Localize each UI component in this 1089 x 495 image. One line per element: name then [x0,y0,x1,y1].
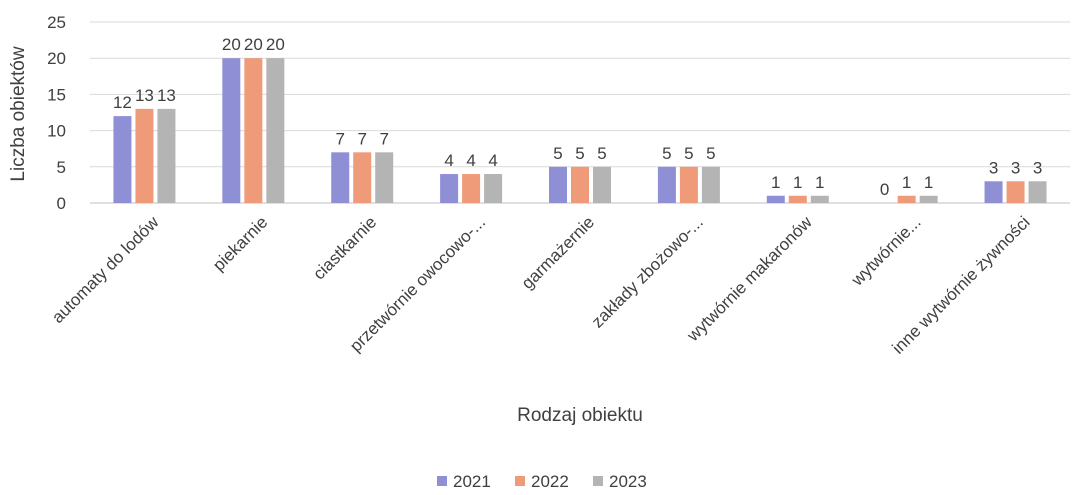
bar [701,166,720,203]
bar [549,166,567,203]
bar [897,195,916,203]
bar [919,195,938,203]
data-label: 5 [575,144,584,163]
data-label: 4 [466,151,475,170]
y-axis-title: Liczba obiektów [8,46,29,181]
bar [375,152,394,203]
data-label: 13 [135,86,154,105]
data-label: 5 [684,144,693,163]
data-label: 20 [222,35,241,54]
data-label: 1 [815,173,824,192]
bar [157,108,176,203]
data-label: 13 [157,86,176,105]
y-tick-label: 20 [47,49,66,68]
x-axis-title: Rodzaj obiektu [517,405,643,426]
data-label: 20 [244,35,263,54]
y-tick-label: 0 [57,194,66,213]
legend-label: 2022 [531,472,569,491]
data-label: 3 [989,158,998,177]
bar [810,195,829,203]
data-label: 3 [1011,158,1020,177]
data-label: 3 [1033,158,1042,177]
bar [1028,181,1047,203]
bar [135,108,154,203]
data-label: 1 [924,173,933,192]
bar [984,181,1003,203]
bars [113,58,1047,204]
bar [679,166,698,203]
legend-label: 2023 [609,472,647,491]
x-axis-category-labels: automaty do lodów piekarnie ciastkarnieprz… [48,212,1033,358]
x-category-label: wytwórnie makaronów [683,212,817,346]
x-category-label: wytwórnie... [847,213,925,291]
y-tick-label: 25 [47,13,66,32]
bar [593,166,611,203]
data-label: 4 [488,151,497,170]
bar [331,152,350,203]
data-label: 5 [662,144,671,163]
data-label: 20 [266,35,285,54]
data-label: 1 [902,173,911,192]
bar [657,166,676,203]
legend-swatch [437,476,447,486]
bar [788,195,807,203]
bar [222,58,241,204]
data-label: 7 [335,129,344,148]
bar [462,174,481,203]
data-label: 7 [379,129,388,148]
bar [571,166,589,203]
bar [244,58,263,204]
y-axis-ticks: 0 5 10 15 20 25 [47,13,66,213]
bar [484,174,503,203]
data-label: 0 [880,180,889,199]
data-label: 5 [597,144,606,163]
data-label: 5 [706,144,715,163]
bar [113,116,132,203]
data-label: 7 [357,129,366,148]
legend-swatch [593,476,603,486]
x-category-label: automaty do lodów [48,212,163,327]
y-tick-label: 15 [47,85,66,104]
x-category-label: zakłady zbożowo-... [588,213,707,332]
bar [266,58,285,204]
y-tick-label: 5 [57,158,66,177]
bar [353,152,372,203]
data-label: 5 [553,144,562,163]
data-label: 12 [113,93,132,112]
legend: 2021 2022 2023 [437,472,647,491]
bar [440,174,459,203]
bar [1006,181,1025,203]
data-label: 4 [444,151,453,170]
data-label: 1 [771,173,780,192]
x-category-label: garmażernie [518,213,598,293]
data-label: 1 [793,173,802,192]
x-category-label: piekarnie [209,213,271,275]
bar [766,195,785,203]
legend-swatch [515,476,525,486]
legend-label: 2021 [453,472,491,491]
x-category-label: ciastkarnie [309,213,380,284]
y-tick-label: 10 [47,122,66,141]
